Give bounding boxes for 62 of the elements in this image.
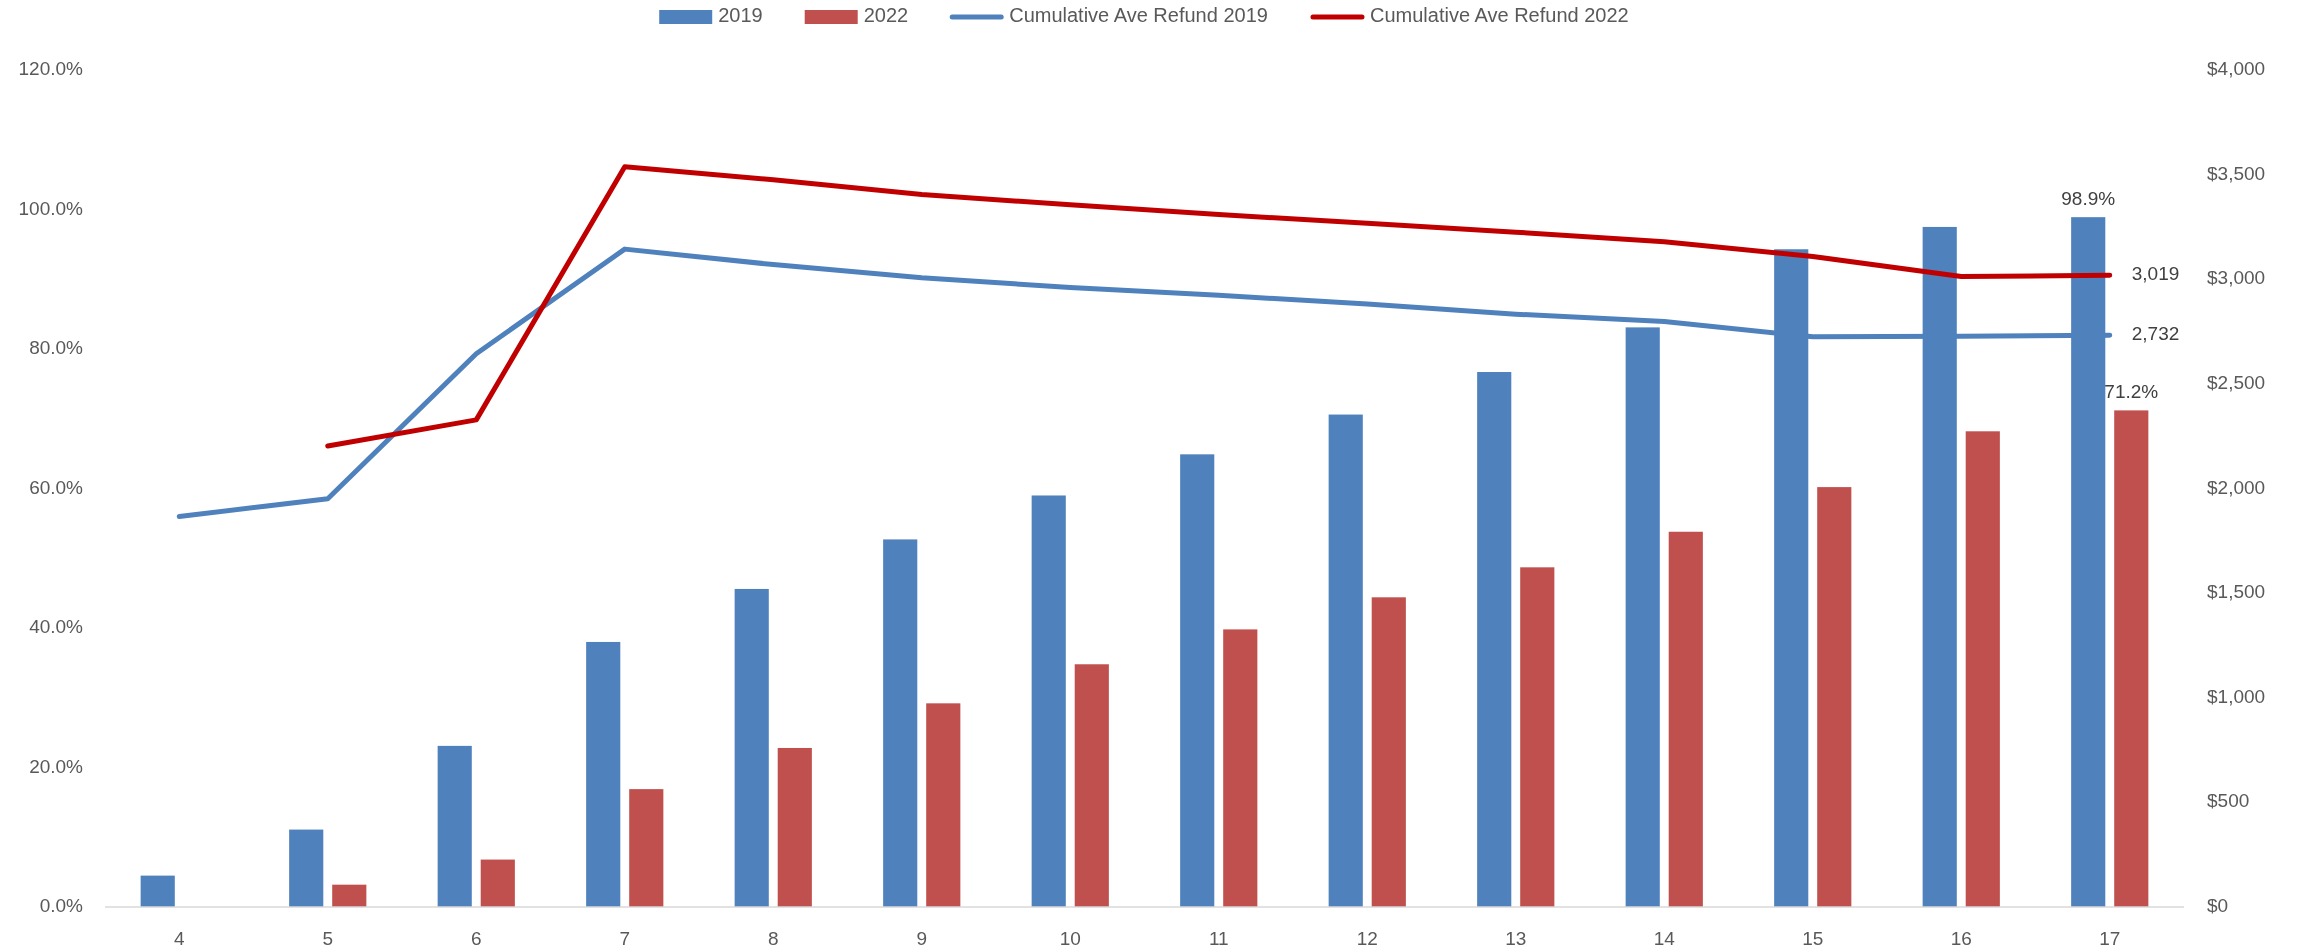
y2-tick-label: $500 (2207, 790, 2250, 812)
bar (1625, 327, 1660, 907)
y-tick-label: 20.0% (29, 755, 84, 777)
y2-tick-label: $1,500 (2207, 581, 2266, 603)
legend-label: Cumulative Ave Refund 2022 (1369, 4, 1629, 27)
x-tick-label: 13 (1505, 928, 1527, 950)
x-tick-label: 6 (470, 928, 482, 950)
bar (734, 588, 769, 907)
y2-tick-label: $2,500 (2207, 371, 2266, 393)
y-tick-label: 0.0% (39, 895, 84, 917)
y-tick-label: 100.0% (18, 197, 84, 219)
bar (1520, 567, 1555, 907)
x-tick-label: 10 (1059, 928, 1081, 950)
x-tick-label: 9 (916, 928, 928, 950)
y2-tick-label: $2,000 (2207, 476, 2266, 498)
bar (140, 875, 175, 907)
y2-tick-label: $3,000 (2207, 267, 2266, 289)
bar (480, 859, 515, 907)
bar (1031, 495, 1066, 907)
bar (1371, 597, 1406, 907)
bar (1074, 664, 1109, 907)
y2-tick-label: $3,500 (2207, 162, 2266, 184)
y-tick-label: 40.0% (29, 616, 84, 638)
x-tick-label: 14 (1653, 928, 1676, 950)
y2-tick-label: $4,000 (2207, 58, 2266, 80)
x-tick-label: 15 (1802, 928, 1824, 950)
bar (437, 745, 472, 907)
y-tick-label: 120.0% (18, 58, 84, 80)
x-tick-label: 12 (1356, 928, 1378, 950)
data-label: 98.9% (2061, 188, 2116, 210)
bar (586, 641, 621, 907)
bar (883, 539, 918, 907)
y-tick-label: 80.0% (29, 337, 84, 359)
bar (332, 884, 367, 907)
data-label: 3,019 (2131, 263, 2180, 285)
bar (1180, 454, 1215, 907)
x-tick-label: 8 (767, 928, 779, 950)
bar (1477, 372, 1512, 907)
x-tick-label: 17 (2099, 928, 2121, 950)
x-tick-label: 11 (1208, 928, 1229, 950)
bar (777, 747, 812, 907)
y2-tick-label: $0 (2207, 895, 2229, 917)
bar (2114, 410, 2149, 907)
bar (1965, 431, 2000, 907)
legend-label: Cumulative Ave Refund 2019 (1009, 4, 1268, 27)
bar (629, 789, 664, 907)
x-tick-label: 5 (322, 928, 334, 950)
y2-tick-label: $1,000 (2207, 685, 2266, 707)
bar (1668, 531, 1703, 907)
x-tick-label: 16 (1950, 928, 1972, 950)
bar (289, 829, 324, 907)
bar (1328, 414, 1363, 907)
legend-label: 2022 (863, 4, 909, 27)
x-tick-label: 7 (619, 928, 631, 950)
x-tick-label: 4 (173, 928, 185, 950)
data-label: 2,732 (2131, 323, 2180, 345)
legend-label: 2019 (718, 4, 763, 27)
bar (1817, 487, 1852, 907)
y-tick-label: 60.0% (29, 476, 84, 498)
bar (1223, 629, 1258, 907)
data-label: 71.2% (2104, 381, 2159, 403)
bar (926, 703, 961, 907)
